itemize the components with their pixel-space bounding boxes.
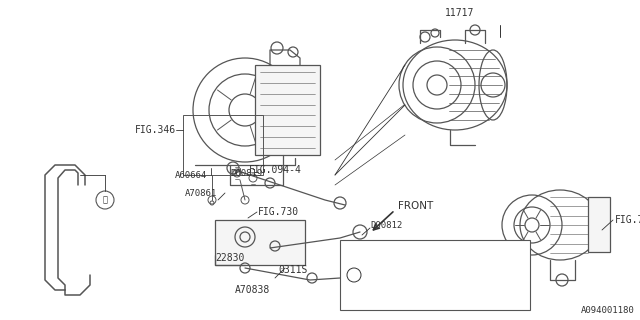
- Text: FIG.730: FIG.730: [615, 215, 640, 225]
- Text: FIG.346: FIG.346: [135, 125, 176, 135]
- Text: D00812: D00812: [370, 220, 403, 229]
- Text: FIG.094-4: FIG.094-4: [249, 165, 302, 175]
- Text: FIG.730: FIG.730: [258, 207, 299, 217]
- Text: A70861: A70861: [185, 188, 217, 197]
- Text: A60664: A60664: [175, 171, 207, 180]
- Bar: [215, 220, 305, 265]
- Text: ①: ①: [102, 196, 108, 204]
- Bar: [183, 115, 263, 175]
- Bar: [255, 65, 320, 155]
- Text: 22830: 22830: [215, 253, 244, 263]
- Text: ①: ①: [352, 270, 356, 279]
- Text: 0311S: 0311S: [278, 265, 307, 275]
- Text: FRONT: FRONT: [398, 201, 433, 211]
- Text: D00819: D00819: [230, 169, 262, 178]
- Text: K21830('04MY-05MY): K21830('04MY-05MY): [368, 270, 474, 280]
- Text: A094001180: A094001180: [581, 306, 635, 315]
- Text: K21825(-'03MY): K21825(-'03MY): [368, 247, 451, 257]
- Text: A70838: A70838: [235, 285, 270, 295]
- Bar: [588, 197, 610, 252]
- Bar: [340, 240, 530, 310]
- Text: 11717: 11717: [445, 8, 474, 18]
- Text: K21842('06MY-): K21842('06MY-): [368, 293, 451, 303]
